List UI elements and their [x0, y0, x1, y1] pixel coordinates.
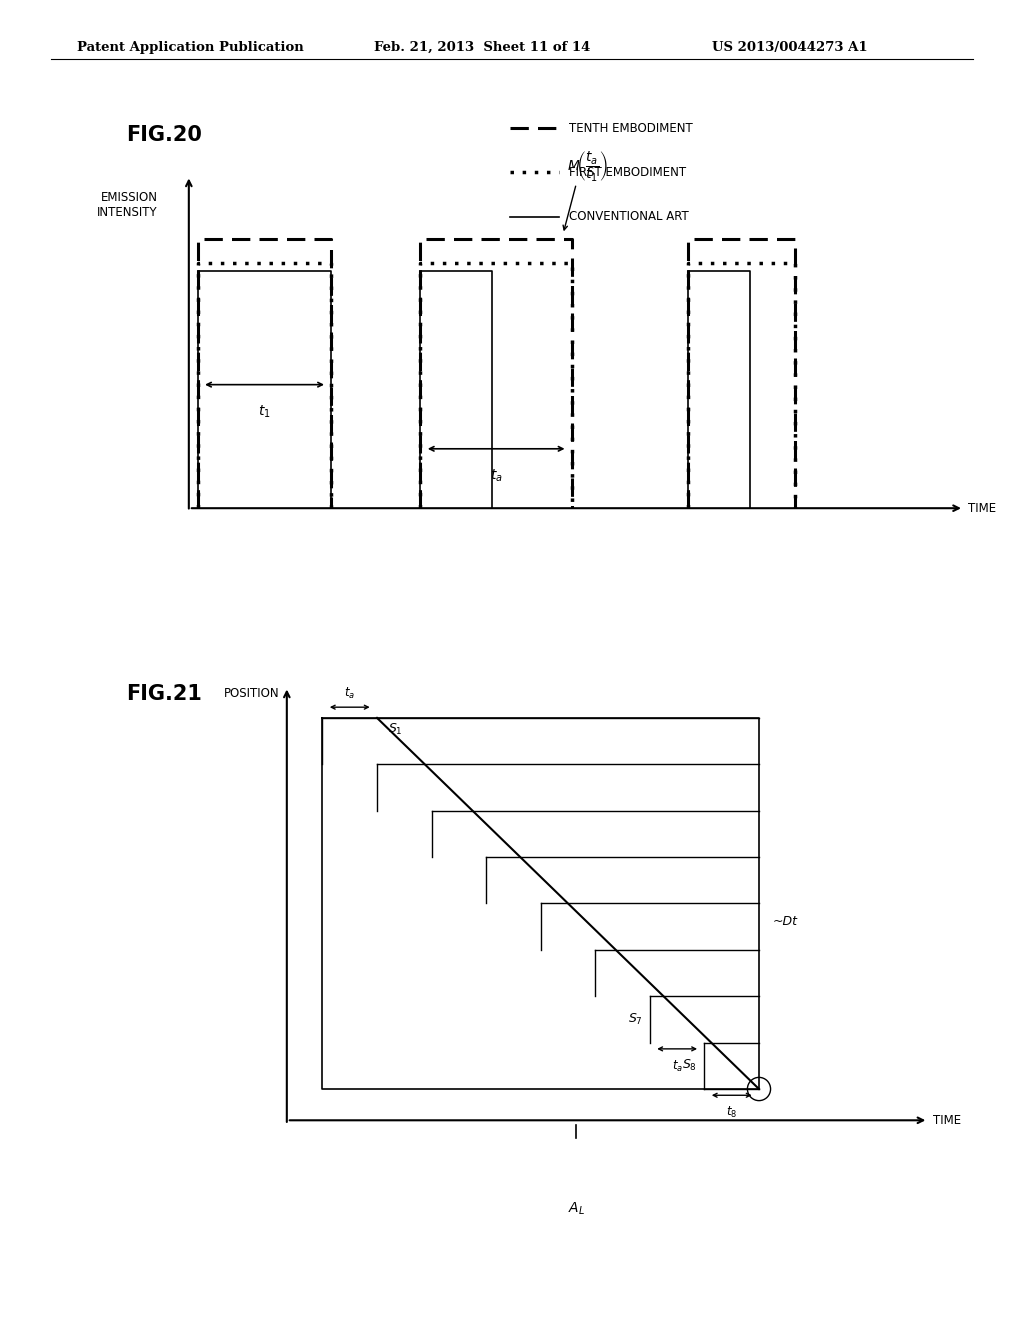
Text: $t_1$: $t_1$ — [258, 404, 271, 420]
Text: TENTH EMBODIMENT: TENTH EMBODIMENT — [569, 121, 693, 135]
Text: $t_a$: $t_a$ — [672, 1059, 683, 1073]
Text: $t_a$: $t_a$ — [344, 686, 355, 701]
Text: $t_a$: $t_a$ — [489, 467, 503, 484]
Text: $t_8$: $t_8$ — [726, 1105, 737, 1121]
Text: $S_1$: $S_1$ — [388, 722, 402, 738]
Text: EMISSION
INTENSITY: EMISSION INTENSITY — [97, 191, 158, 219]
Text: FIRST EMBODIMENT: FIRST EMBODIMENT — [569, 166, 686, 180]
Text: TIME: TIME — [969, 502, 996, 515]
Text: Feb. 21, 2013  Sheet 11 of 14: Feb. 21, 2013 Sheet 11 of 14 — [374, 41, 590, 54]
Text: CONVENTIONAL ART: CONVENTIONAL ART — [569, 210, 689, 223]
Text: Patent Application Publication: Patent Application Publication — [77, 41, 303, 54]
Text: US 2013/0044273 A1: US 2013/0044273 A1 — [712, 41, 867, 54]
Text: TIME: TIME — [933, 1114, 961, 1127]
Text: FIG.21: FIG.21 — [127, 684, 203, 704]
Text: FIG.20: FIG.20 — [127, 125, 203, 145]
Text: $S_7$: $S_7$ — [628, 1012, 643, 1027]
Text: $M\!\left(\dfrac{t_a}{t_1}\right)$: $M\!\left(\dfrac{t_a}{t_1}\right)$ — [567, 149, 608, 183]
Text: POSITION: POSITION — [224, 686, 280, 700]
Text: ~Dt: ~Dt — [772, 915, 798, 928]
Text: $A_L$: $A_L$ — [568, 1201, 585, 1217]
Text: $S_8$: $S_8$ — [682, 1059, 697, 1073]
